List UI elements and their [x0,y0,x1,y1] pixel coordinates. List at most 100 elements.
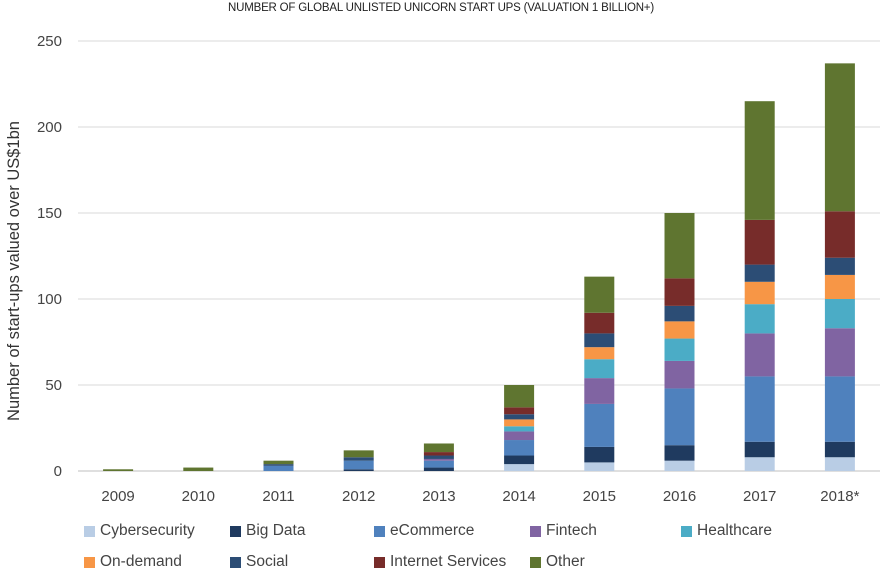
legend-label: On-demand [100,553,182,570]
bar-segment-fintech [664,360,695,389]
y-tick-label: 250 [37,33,62,50]
bar-segment-ecommerce [824,376,855,442]
bar-segment-social [584,333,615,348]
bar-segment-big-data [423,467,454,471]
bar-segment-other [423,443,454,453]
bar-segment-internet-services [584,312,615,334]
bar-segment-cybersecurity [664,460,695,471]
bar-segment-other [504,385,535,408]
bar-segment-on-demand [744,281,775,305]
bar-segment-ecommerce [423,460,454,468]
legend-label: Healthcare [697,522,772,539]
x-tick-label: 2011 [262,488,294,505]
legend-swatch [374,556,385,568]
bar-segment-social [744,264,775,282]
bar-segment-internet-services [664,278,695,306]
bar-segment-ecommerce [504,440,535,456]
bar-segment-cybersecurity [584,462,615,471]
legend-item: eCommerce [374,520,474,542]
legend-swatch [530,525,541,537]
legend-swatch [681,525,692,537]
legend-swatch [374,525,385,537]
legend-label: Social [246,553,289,570]
bar-segment-internet-services [504,407,535,415]
bar-segment-on-demand [664,321,695,339]
legend-label: Other [546,553,585,570]
bar-segment-fintech [824,328,855,377]
bar-segment-ecommerce [584,403,615,447]
bar-segment-fintech [744,333,775,377]
x-tick-label: 2016 [663,488,696,505]
legend-item: Internet Services [374,551,506,573]
bar-segment-healthcare [744,304,775,334]
bar-segment-healthcare [824,299,855,329]
bar-segment-social [664,305,695,322]
bar-segment-social [343,457,374,461]
legend-swatch [84,556,95,568]
legend-item: Cybersecurity [84,520,195,542]
bar-segment-other [183,467,214,471]
bar-segment-other [824,63,855,212]
bar-segment-fintech [584,378,615,404]
bar-segment-healthcare [584,359,615,379]
bar-segment-other [343,450,374,458]
legend-item: Big Data [230,520,305,542]
y-tick-label: 0 [54,463,62,480]
x-tick-label: 2009 [101,488,134,505]
legend-label: Fintech [546,522,597,539]
bar-segment-other [103,469,134,471]
bar-segment-big-data [664,445,695,461]
legend-item: Healthcare [681,520,772,542]
legend-item: Other [530,551,585,573]
bar-segment-big-data [744,441,775,458]
bar-segment-big-data [824,441,855,458]
bar-segment-ecommerce [744,376,775,442]
bar-segment-healthcare [664,338,695,361]
bar-segment-big-data [584,446,615,463]
x-tick-label: 2018* [820,488,859,505]
legend-label: eCommerce [390,522,475,539]
legend-swatch [530,556,541,568]
legend-swatch [84,525,95,537]
bar-segment-healthcare [504,426,535,432]
bar-segment-on-demand [504,419,535,427]
stacked-bar-chart: 0 50 100 150 200 250 Number of start-ups value… [5,33,880,505]
legend-label: Cybersecurity [100,522,195,539]
x-tick-label: 2010 [182,488,215,505]
legend-item: Fintech [530,520,597,542]
bar-segment-cybersecurity [824,457,855,471]
x-tick-label: 2017 [743,488,776,505]
x-tick-label: 2014 [502,488,535,505]
bar-segment-other [664,213,695,279]
bar-segment-social [423,455,454,459]
bar-segment-internet-services [423,452,454,456]
x-tick-label: 2013 [422,488,455,505]
bar-segment-social [263,464,294,466]
bar-segment-internet-services [824,211,855,258]
bar-segment-fintech [504,431,535,441]
bar-segment-cybersecurity [744,457,775,471]
legend-swatch [230,556,241,568]
bar-segment-big-data [504,455,535,465]
y-axis-label: Number of start-ups valued over US$1bn [5,121,23,421]
chart-title: NUMBER OF GLOBAL UNLISTED UNICORN START … [228,2,654,14]
x-tick-label: 2012 [342,488,375,505]
legend-label: Internet Services [390,553,507,570]
y-tick-label: 200 [37,119,62,136]
bar-segment-on-demand [824,274,855,299]
bar-segment-other [263,460,294,465]
y-tick-label: 100 [37,291,62,308]
bar-segment-big-data [343,469,374,471]
y-tick-label: 150 [37,205,62,222]
legend-swatch [230,525,241,537]
legend-item: Social [230,551,288,573]
bar-segment-other [584,276,615,313]
y-tick-label: 50 [45,377,62,394]
x-tick-label: 2015 [583,488,616,505]
bar-segment-social [504,414,535,420]
bar-segment-fintech [423,458,454,461]
bar-segment-other [744,101,775,220]
legend-label: Big Data [246,522,306,539]
bar-segment-cybersecurity [504,464,535,471]
